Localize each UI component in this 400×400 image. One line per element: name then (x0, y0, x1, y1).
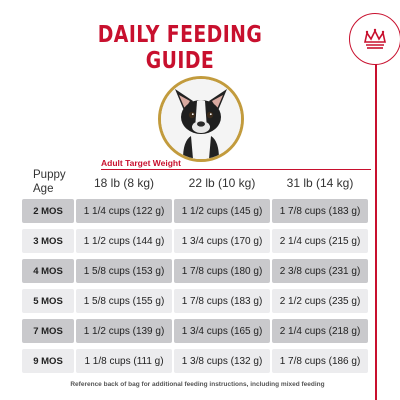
value-cell: 1 3/4 cups (165 g) (174, 319, 270, 343)
age-cell: 3 MOS (22, 229, 74, 253)
table-row: 5 MOS 1 5/8 cups (155 g) 1 7/8 cups (183… (22, 289, 372, 313)
column-header-22lb: 22 lb (10 kg) (188, 176, 256, 190)
value-cell: 1 1/8 cups (111 g) (76, 349, 172, 373)
age-cell: 2 MOS (22, 199, 74, 223)
value-cell: 1 5/8 cups (155 g) (76, 289, 172, 313)
value-cell: 1 1/2 cups (139 g) (76, 319, 172, 343)
red-divider-line (375, 60, 377, 400)
table-row: 4 MOS 1 5/8 cups (153 g) 1 7/8 cups (180… (22, 259, 372, 283)
age-cell: 7 MOS (22, 319, 74, 343)
value-cell: 1 3/4 cups (170 g) (174, 229, 270, 253)
age-cell: 5 MOS (22, 289, 74, 313)
column-header-18lb: 18 lb (8 kg) (93, 176, 155, 190)
table-row: 9 MOS 1 1/8 cups (111 g) 1 3/8 cups (132… (22, 349, 372, 373)
value-cell: 2 1/4 cups (218 g) (272, 319, 368, 343)
value-cell: 1 3/8 cups (132 g) (174, 349, 270, 373)
value-cell: 1 5/8 cups (153 g) (76, 259, 172, 283)
value-cell: 1 1/4 cups (122 g) (76, 199, 172, 223)
value-cell: 1 7/8 cups (183 g) (272, 199, 368, 223)
age-cell: 9 MOS (22, 349, 74, 373)
puppy-age-header: Puppy Age (33, 169, 66, 195)
value-cell: 1 1/2 cups (145 g) (174, 199, 270, 223)
column-header-31lb: 31 lb (14 kg) (286, 176, 354, 190)
footnote: Reference back of bag for additional fee… (70, 381, 325, 388)
value-cell: 2 1/4 cups (215 g) (272, 229, 368, 253)
crown-icon (364, 28, 386, 49)
age-cell: 4 MOS (22, 259, 74, 283)
table-row: 2 MOS 1 1/4 cups (122 g) 1 1/2 cups (145… (22, 199, 372, 223)
table-row: 7 MOS 1 1/2 cups (139 g) 1 3/4 cups (165… (22, 319, 372, 343)
table-row: 3 MOS 1 1/2 cups (144 g) 1 3/4 cups (170… (22, 229, 372, 253)
french-bulldog-illustration (161, 79, 241, 159)
brand-logo (349, 13, 400, 65)
value-cell: 2 3/8 cups (231 g) (272, 259, 368, 283)
adult-target-weight-header: Adult Target Weight (101, 158, 181, 168)
header-underline (101, 169, 371, 170)
value-cell: 1 7/8 cups (186 g) (272, 349, 368, 373)
value-cell: 1 1/2 cups (144 g) (76, 229, 172, 253)
value-cell: 1 7/8 cups (183 g) (174, 289, 270, 313)
value-cell: 1 7/8 cups (180 g) (174, 259, 270, 283)
puppy-photo (158, 76, 244, 162)
page-title: DAILY FEEDING GUIDE (97, 22, 263, 74)
value-cell: 2 1/2 cups (235 g) (272, 289, 368, 313)
